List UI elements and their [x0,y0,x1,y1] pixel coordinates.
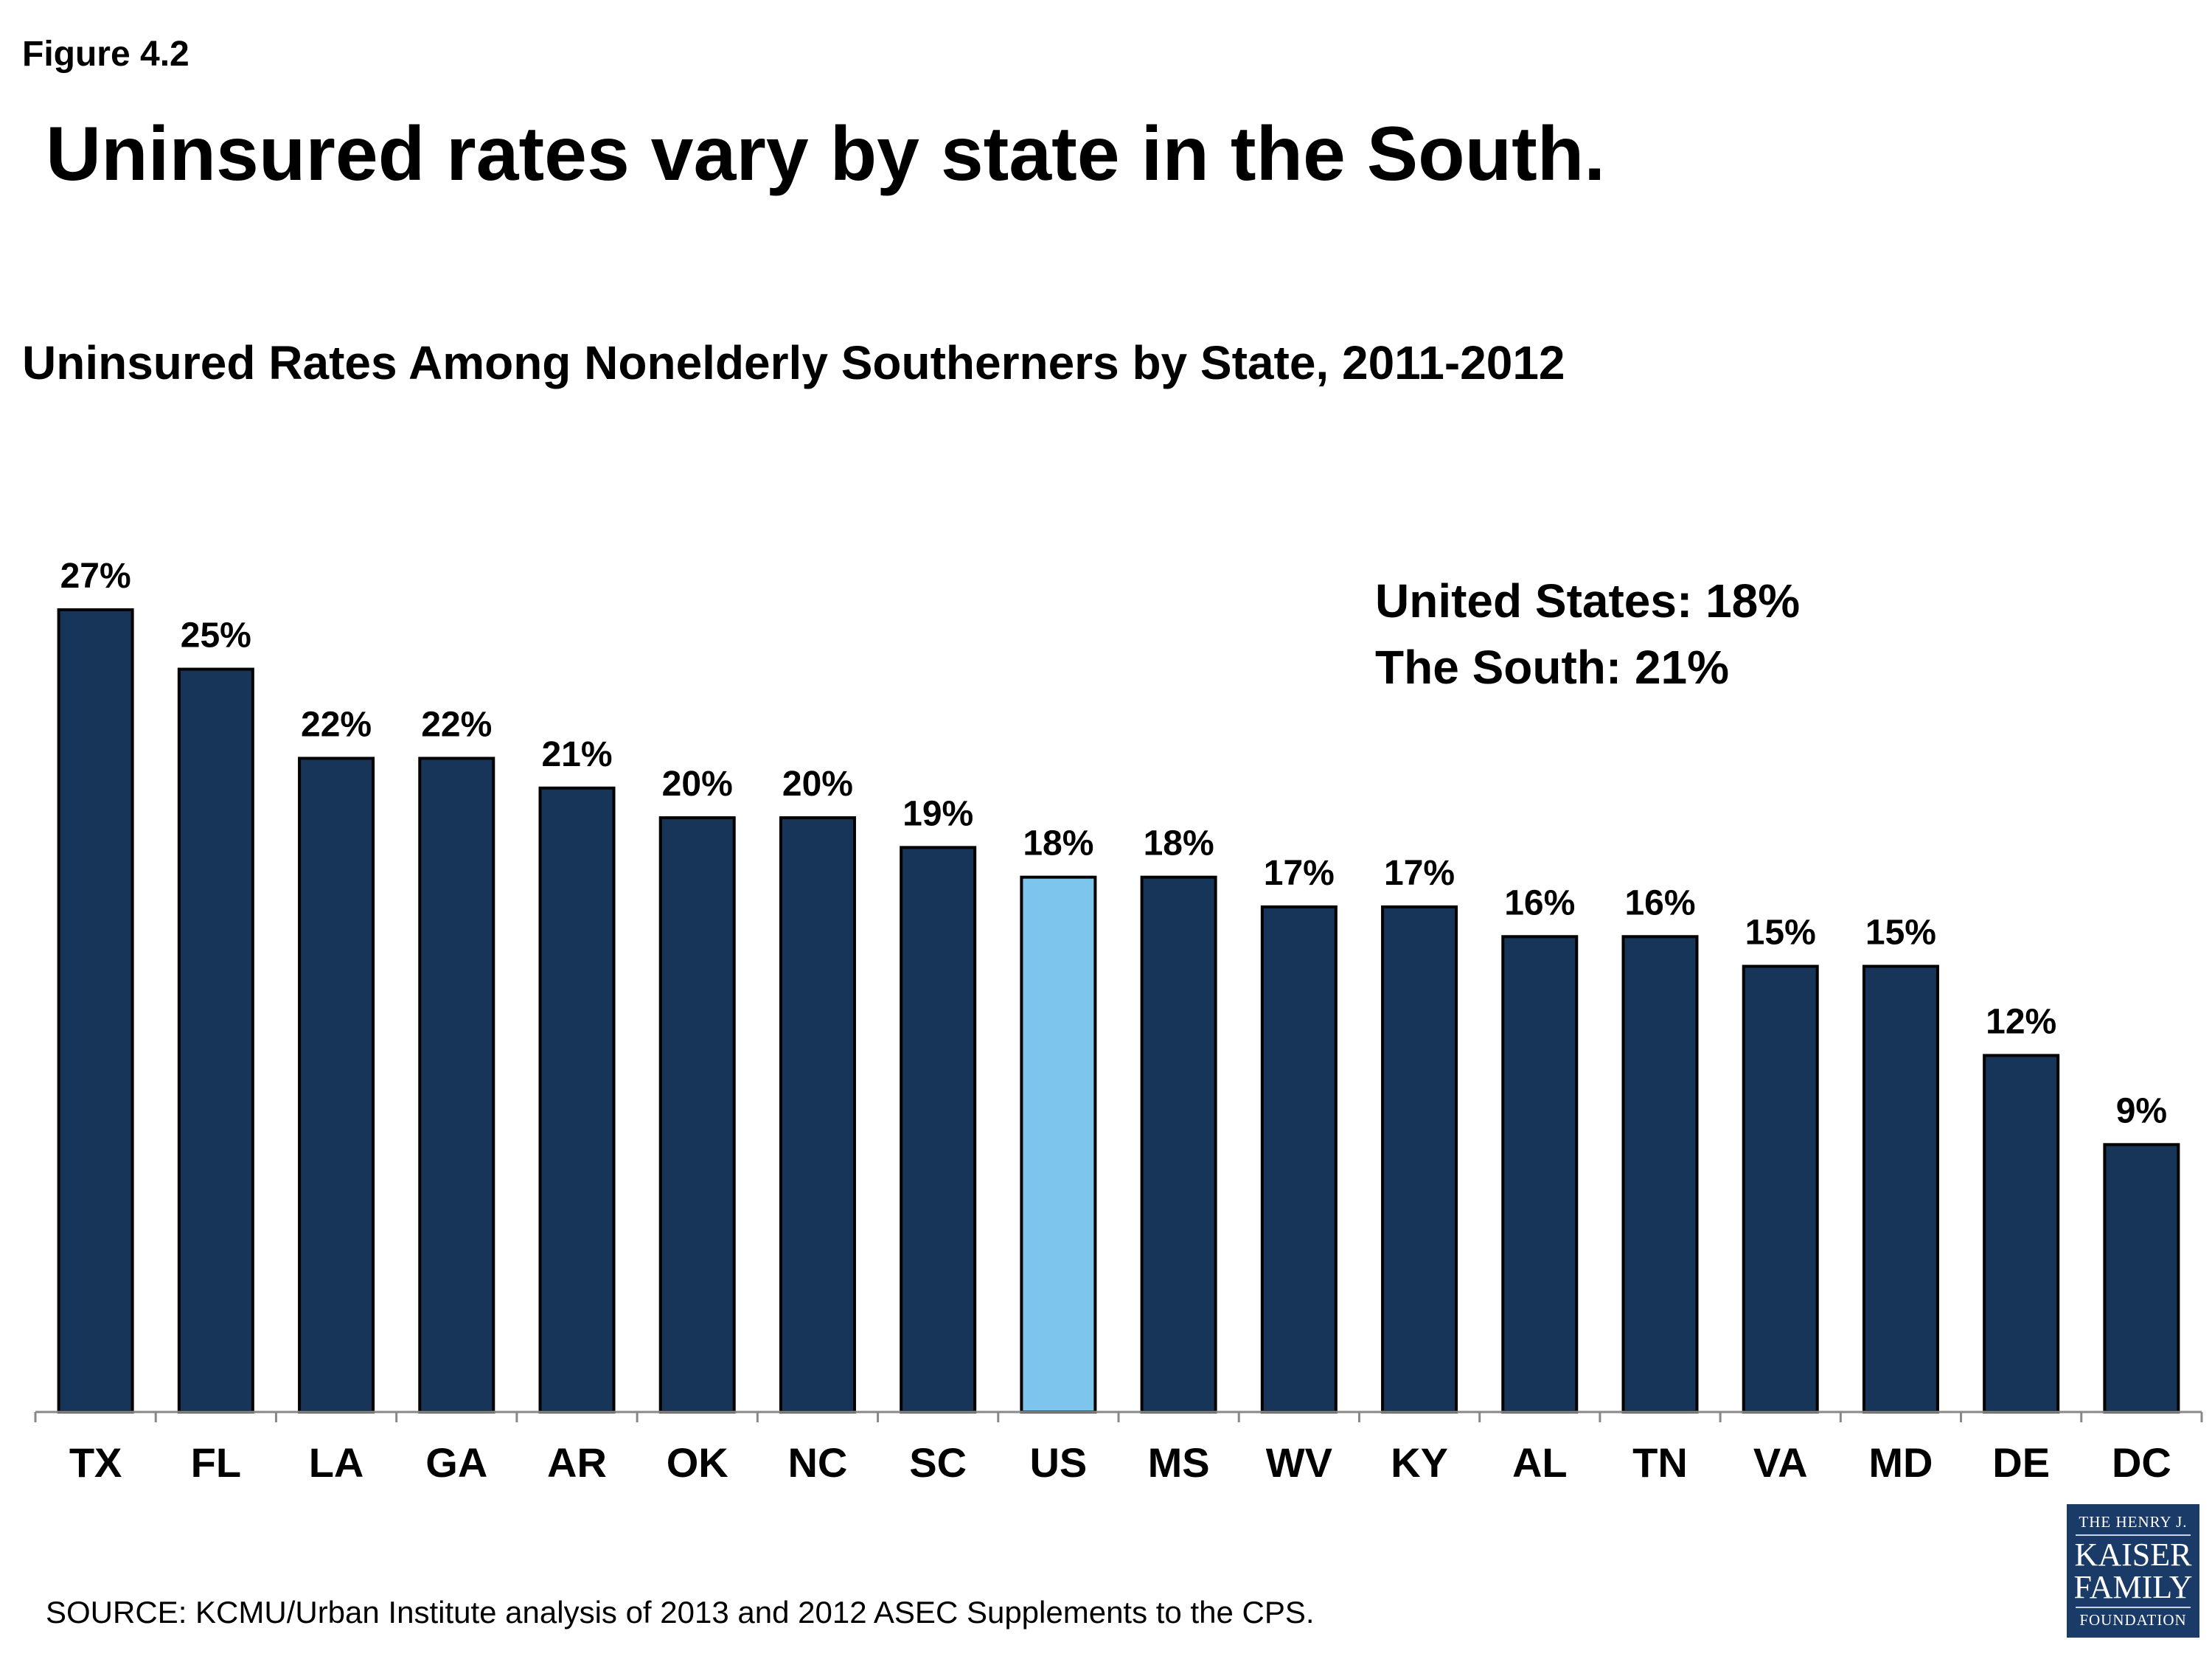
data-label-la: 22% [301,705,372,744]
x-tick-label-us: US [1029,1439,1087,1486]
data-label-al: 16% [1504,883,1575,922]
figure-label: Figure 4.2 [22,35,189,74]
x-tick-label-ms: MS [1148,1439,1210,1486]
kaiser-family-foundation-logo: THE HENRY J. KAISER FAMILY FOUNDATION [2067,1504,2199,1638]
x-tick-label-tn: TN [1632,1439,1688,1486]
data-label-us: 18% [1023,824,1093,863]
bar-de [1983,1054,2060,1413]
bar-al [1501,935,1579,1413]
data-label-ga: 22% [421,705,492,744]
callout-the-south: The South: 21% [1375,641,1730,694]
x-tick-label-va: VA [1753,1439,1808,1486]
x-tick-label-dc: DC [2112,1439,2171,1486]
bar-us [1020,875,1097,1413]
x-tick-label-md: MD [1868,1439,1933,1486]
data-label-ok: 20% [662,765,733,804]
data-label-md: 15% [1865,914,1936,953]
data-label-sc: 19% [902,794,973,833]
x-tick-label-fl: FL [191,1439,241,1486]
source-note: SOURCE: KCMU/Urban Institute analysis of… [46,1595,1315,1630]
bar-ky [1381,905,1458,1414]
bar-sc [900,846,977,1413]
bar-wv [1260,905,1338,1414]
bar-ms [1140,875,1217,1413]
bar-fl [177,667,254,1413]
bar-ar [538,786,616,1414]
data-label-va: 15% [1745,914,1816,953]
x-tick-label-wv: WV [1266,1439,1332,1486]
data-label-dc: 9% [2116,1091,2167,1130]
bar-tn [1621,935,1699,1413]
bar-va [1742,964,1819,1413]
x-tick-label-ar: AR [547,1439,607,1486]
data-label-nc: 20% [782,765,853,804]
data-label-tx: 27% [60,557,131,596]
x-tick-label-de: DE [1992,1439,2050,1486]
data-label-ar: 21% [541,735,612,774]
bar-md [1862,964,1939,1413]
data-label-tn: 16% [1624,883,1695,922]
data-label-de: 12% [1986,1002,2056,1041]
x-tick-label-nc: NC [787,1439,847,1486]
bar-la [298,757,375,1413]
x-tick-label-tx: TX [69,1439,122,1486]
bar-tx [57,608,134,1413]
x-tick-label-sc: SC [909,1439,967,1486]
chart-title: Uninsured Rates Among Nonelderly Souther… [22,336,1565,389]
bar-nc [779,816,856,1413]
data-label-ms: 18% [1144,824,1214,863]
data-label-wv: 17% [1264,854,1335,893]
x-tick-label-ok: OK [667,1439,728,1486]
x-tick-label-ga: GA [425,1439,487,1486]
bar-ga [418,757,495,1413]
bar-dc [2103,1143,2180,1414]
x-tick-label-la: LA [309,1439,364,1486]
callout-united-states: United States: 18% [1375,574,1801,627]
headline: Uninsured rates vary by state in the Sou… [46,111,1606,197]
data-label-fl: 25% [181,616,251,655]
x-tick-label-ky: KY [1391,1439,1448,1486]
bar-ok [658,816,736,1413]
data-label-ky: 17% [1384,854,1455,893]
x-tick-label-al: AL [1512,1439,1568,1486]
